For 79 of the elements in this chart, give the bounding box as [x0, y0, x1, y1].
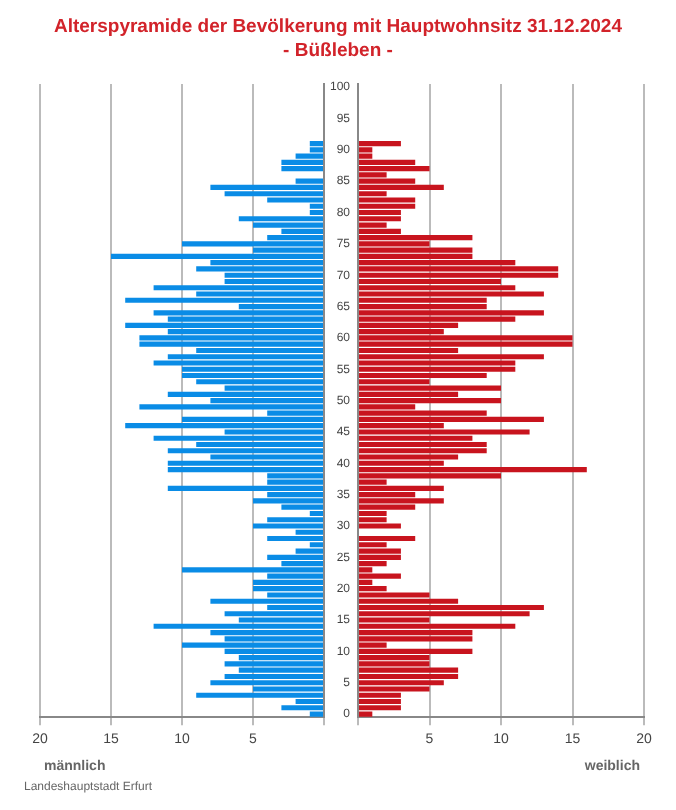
bar	[359, 466, 587, 473]
bar	[153, 310, 323, 316]
bar	[210, 598, 323, 604]
bar	[359, 441, 487, 448]
bar	[359, 667, 459, 673]
bar	[309, 140, 323, 147]
bar	[253, 523, 323, 529]
bar	[359, 698, 401, 705]
bar	[281, 166, 323, 172]
bar	[359, 448, 487, 454]
bar	[281, 159, 323, 165]
bar	[182, 372, 323, 379]
bar	[359, 498, 444, 504]
bar	[196, 266, 323, 272]
bar	[210, 184, 323, 191]
bar	[153, 435, 323, 441]
bar	[182, 241, 323, 247]
bar	[253, 579, 323, 585]
bar	[359, 535, 416, 542]
chart-title: Alterspyramide der Bevölkerung mit Hauptwohnsitz 31.12.2024	[51, 16, 625, 40]
bar	[167, 448, 323, 454]
bar	[359, 548, 401, 554]
bar	[359, 291, 544, 297]
bar	[359, 573, 401, 579]
bar	[153, 360, 323, 366]
bar	[359, 604, 544, 611]
bar	[238, 216, 323, 222]
bar	[359, 272, 559, 278]
bar	[281, 705, 323, 711]
bar	[359, 429, 530, 435]
bar	[224, 661, 323, 667]
bar	[359, 216, 401, 222]
bar	[267, 554, 323, 560]
bar	[359, 485, 444, 491]
bar	[139, 404, 323, 410]
bar	[153, 285, 323, 291]
bar	[139, 341, 323, 347]
bar	[359, 341, 573, 347]
bar	[224, 611, 323, 617]
bar	[359, 416, 544, 422]
bar	[167, 466, 323, 473]
bar	[359, 385, 502, 391]
bar	[359, 673, 459, 680]
bar	[359, 184, 444, 191]
bar	[359, 310, 544, 316]
bar	[359, 366, 516, 372]
bar	[359, 705, 401, 711]
bar	[153, 623, 323, 629]
bar	[182, 567, 323, 573]
bar	[182, 642, 323, 648]
bar	[359, 398, 502, 404]
bar	[359, 636, 473, 642]
bar	[359, 247, 473, 253]
bar	[167, 460, 323, 466]
bar	[253, 586, 323, 592]
bar	[359, 354, 544, 360]
chart-subtitle: - Büßleben -	[281, 40, 395, 64]
bar	[125, 297, 323, 303]
bar	[359, 554, 401, 560]
bar	[359, 203, 416, 209]
bar	[359, 235, 473, 241]
bar	[267, 535, 323, 542]
bar	[359, 648, 473, 654]
bar	[210, 680, 323, 686]
bar	[359, 266, 559, 272]
bar	[196, 692, 323, 698]
bar	[359, 523, 401, 529]
bar	[359, 166, 430, 172]
bar	[359, 335, 573, 341]
bar	[125, 423, 323, 429]
bar	[167, 391, 323, 397]
bar	[167, 485, 323, 491]
bar	[139, 335, 323, 341]
bar	[359, 623, 516, 629]
bar	[359, 197, 416, 203]
bar	[253, 498, 323, 504]
bar	[125, 322, 323, 328]
bar	[111, 253, 323, 259]
bar	[359, 140, 401, 147]
